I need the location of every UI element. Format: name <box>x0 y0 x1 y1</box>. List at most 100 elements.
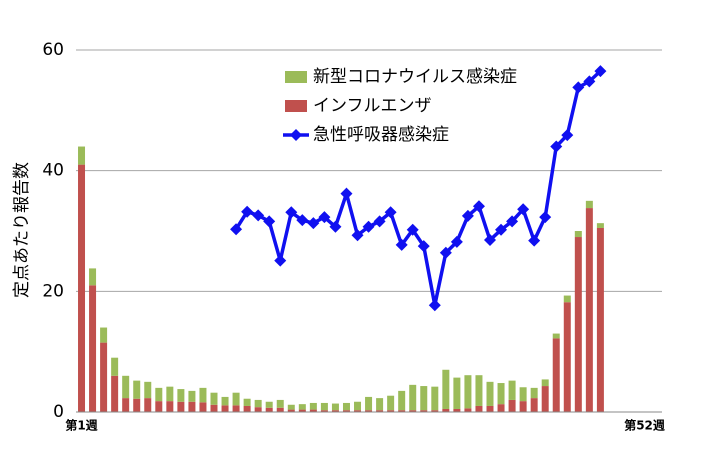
line-marker <box>395 238 408 251</box>
bar <box>387 410 395 412</box>
line-marker <box>484 234 496 247</box>
bar <box>409 384 417 411</box>
bar <box>541 379 549 387</box>
bar <box>298 409 306 412</box>
bar <box>221 405 229 412</box>
bar <box>188 401 196 412</box>
bar <box>78 146 86 165</box>
legend-swatch <box>285 71 307 83</box>
line-marker <box>583 75 596 88</box>
bar <box>541 386 549 412</box>
y-tick-label: 40 <box>42 161 64 181</box>
bar <box>574 231 582 238</box>
line-marker <box>428 299 441 312</box>
bar <box>177 401 185 412</box>
bar <box>464 375 472 409</box>
bar <box>376 410 384 412</box>
bar <box>188 390 196 402</box>
line-marker <box>572 81 585 94</box>
bar <box>144 381 152 399</box>
bar <box>596 227 604 412</box>
bar <box>453 377 461 409</box>
bar <box>486 405 494 412</box>
bar <box>331 403 339 411</box>
bar <box>398 390 406 411</box>
line-marker <box>506 215 519 228</box>
bar <box>442 369 450 409</box>
bar <box>122 375 130 399</box>
bar <box>398 410 406 412</box>
bar <box>475 375 483 406</box>
line-marker <box>417 240 430 253</box>
line <box>234 69 602 306</box>
bar <box>497 383 505 405</box>
bar <box>210 392 218 405</box>
bar <box>376 398 384 411</box>
line-marker <box>550 140 563 153</box>
bar <box>100 342 108 412</box>
bar <box>354 410 362 412</box>
bar <box>199 402 207 412</box>
bar <box>519 401 527 412</box>
line-marker <box>329 220 342 233</box>
y-tick-label: 0 <box>53 402 64 422</box>
bar <box>486 381 494 406</box>
bar <box>232 405 240 412</box>
line-marker <box>517 203 530 216</box>
bar <box>276 407 284 412</box>
line-marker <box>561 129 574 142</box>
bar <box>387 395 395 411</box>
legend-label: インフルエンザ <box>313 96 432 116</box>
line-marker <box>450 235 463 248</box>
bar <box>497 404 505 412</box>
line-marker <box>296 214 309 227</box>
bar <box>111 357 119 376</box>
bar <box>287 404 295 410</box>
bar <box>508 380 516 400</box>
line-marker <box>472 200 485 213</box>
bar <box>442 408 450 412</box>
bar <box>530 398 538 412</box>
bar <box>276 399 284 408</box>
bar <box>199 387 207 403</box>
bar <box>552 333 560 339</box>
line-marker <box>439 246 452 259</box>
line-marker <box>373 215 386 228</box>
bar <box>166 401 174 412</box>
bar <box>254 399 262 408</box>
bar <box>265 407 273 412</box>
bar <box>563 302 571 412</box>
bar <box>320 410 328 412</box>
bar <box>100 327 108 343</box>
line-marker <box>285 206 298 219</box>
line-marker <box>384 206 397 219</box>
bar <box>309 402 317 410</box>
bar <box>365 396 373 411</box>
bar <box>111 375 119 412</box>
bar <box>287 409 295 412</box>
bar <box>420 386 428 411</box>
bar <box>563 295 571 303</box>
line-marker <box>340 187 353 200</box>
y-tick-label: 20 <box>42 281 64 301</box>
bar <box>431 386 439 411</box>
x-tick-label: 第1週 <box>65 418 97 433</box>
legend-swatch <box>290 129 302 141</box>
bar <box>552 338 560 412</box>
bar <box>596 223 604 228</box>
bar <box>453 408 461 412</box>
bar <box>365 410 373 412</box>
bar <box>320 402 328 411</box>
bar <box>331 410 339 412</box>
bar <box>78 164 86 412</box>
bar <box>585 200 593 209</box>
line-marker <box>241 205 254 218</box>
bar <box>464 408 472 412</box>
line-marker <box>351 229 364 242</box>
bar <box>530 387 538 399</box>
y-tick-label: 60 <box>42 40 64 60</box>
bar <box>155 401 163 412</box>
line-marker <box>406 223 419 236</box>
legend-label: 急性呼吸器感染症 <box>313 125 449 145</box>
bar <box>431 410 439 412</box>
